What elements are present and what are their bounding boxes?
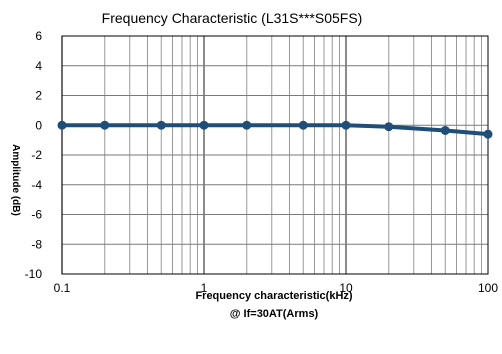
y-axis-label: Amplitude (dB) [10,144,21,216]
x-tick-label: 10 [339,281,353,295]
chart-title: Frequency Characteristic (L31S***S05FS) [102,10,363,26]
y-tick-label: 4 [35,59,42,73]
plot-frame [61,35,489,275]
data-point [483,129,493,139]
x-tick-label: 0.1 [54,281,71,295]
x-axis-label: Frequency characteristic(kHz) [195,290,352,302]
y-tick-label: -10 [25,267,43,281]
y-tick-label: -2 [31,148,42,162]
data-point [384,122,394,132]
data-point [57,120,67,130]
y-tick-label: -6 [31,208,42,222]
x-axis-sublabel: @ If=30AT(Arms) [230,308,319,320]
data-point [341,120,351,130]
data-point [156,120,166,130]
data-point [199,120,209,130]
x-tick-label: 100 [478,281,498,295]
x-tick-labels: 0.1 1 10 100 [54,281,499,295]
series-line [60,123,490,137]
x-tick-label: 1 [201,281,208,295]
data-point [100,120,110,130]
y-tick-label: -4 [31,178,42,192]
series-layer [57,120,493,139]
y-tick-label: -8 [31,237,42,251]
y-tick-label: 0 [35,118,42,132]
data-point [242,120,252,130]
y-tick-labels: 6 4 2 0 -2 -4 -6 -8 -10 [25,29,43,281]
y-tick-label: 2 [35,89,42,103]
data-point [440,125,450,135]
y-tick-label: 6 [35,29,42,43]
data-point [298,120,308,130]
